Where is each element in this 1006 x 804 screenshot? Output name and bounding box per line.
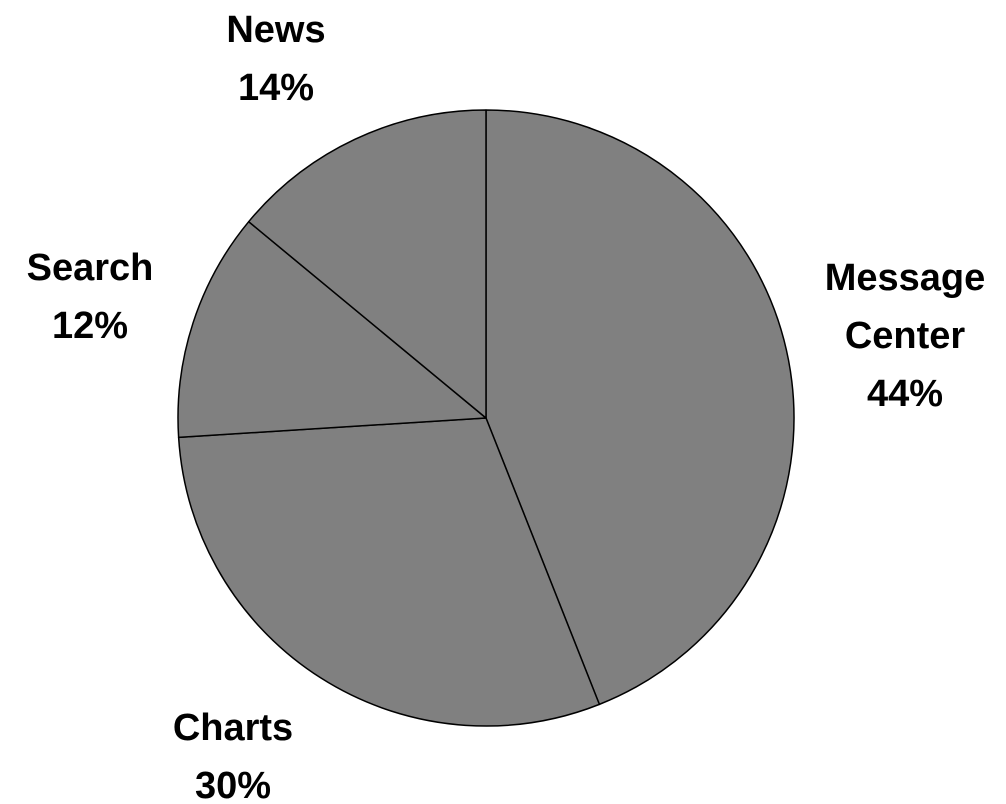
slice-label-charts: Charts 30% xyxy=(173,707,293,804)
slice-name-label: Message xyxy=(825,257,986,299)
slice-percent-label: 14% xyxy=(238,67,314,109)
pie-slice-message-center xyxy=(485,109,795,706)
slice-label-message-center: Message Center 44% xyxy=(825,257,986,415)
slice-percent-label: 30% xyxy=(195,765,271,804)
slice-percent-label: 12% xyxy=(52,305,128,347)
slice-name-label: Center xyxy=(845,315,966,357)
slice-label-news: News 14% xyxy=(226,9,325,109)
pie-slice-news xyxy=(247,109,487,419)
slice-name-label: Charts xyxy=(173,707,293,749)
pie-slice-charts xyxy=(177,417,601,727)
slice-percent-label: 44% xyxy=(867,373,943,415)
pie-labels: Message Center 44% Charts 30% Search 12% News 14… xyxy=(27,9,986,804)
slice-name-label: News xyxy=(226,9,325,51)
slice-name-label: Search xyxy=(27,247,154,289)
pie-slices xyxy=(177,109,795,727)
slice-label-search: Search 12% xyxy=(27,247,154,347)
pie-slice-search xyxy=(177,220,487,439)
